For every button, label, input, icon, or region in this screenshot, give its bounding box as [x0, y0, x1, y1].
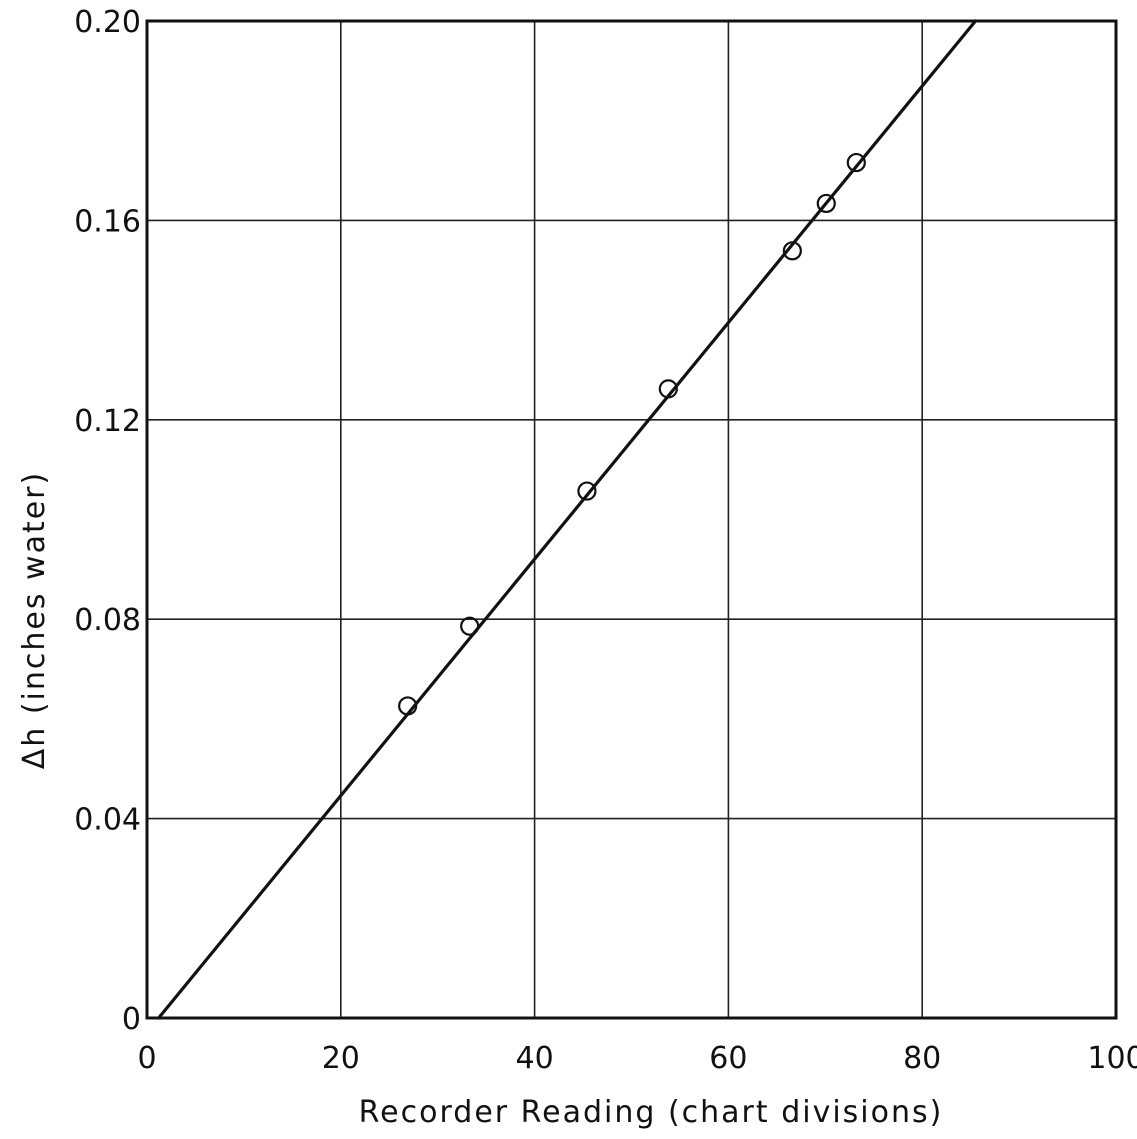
- x-tick-label: 20: [322, 1041, 360, 1076]
- y-tick-label: 0.16: [74, 204, 141, 239]
- data-point: [658, 379, 678, 399]
- x-tick-label: 60: [709, 1041, 747, 1076]
- data-point: [816, 193, 836, 214]
- x-axis-ticks: 0 20 40 60 80 100: [137, 1041, 1137, 1076]
- x-tick-label: 40: [516, 1041, 554, 1076]
- y-axis-ticks: 0 0.04 0.08 0.12 0.16 0.20: [74, 5, 141, 1037]
- y-tick-label: 0.12: [74, 404, 141, 439]
- x-axis-label: Recorder Reading (chart divisions): [359, 1095, 944, 1130]
- data-points: [398, 152, 866, 716]
- data-point: [460, 616, 480, 636]
- y-tick-label: 0.04: [74, 803, 141, 838]
- x-tick-label: 0: [137, 1041, 156, 1076]
- data-point: [577, 481, 597, 501]
- y-tick-label: 0: [122, 1002, 141, 1037]
- fit-line-group: [157, 19, 978, 1020]
- x-tick-label: 80: [903, 1041, 941, 1076]
- y-tick-label: 0.08: [74, 603, 141, 638]
- data-point: [398, 696, 418, 716]
- plot-area-frame: [145, 19, 1118, 1020]
- y-axis-label: Δh (inches water): [17, 471, 52, 769]
- data-point: [782, 241, 802, 261]
- y-tick-label: 0.20: [74, 5, 141, 40]
- fit-line: [157, 19, 978, 1020]
- data-point: [846, 152, 866, 173]
- x-tick-label: 100: [1087, 1041, 1137, 1076]
- grid-lines: [147, 21, 1116, 1018]
